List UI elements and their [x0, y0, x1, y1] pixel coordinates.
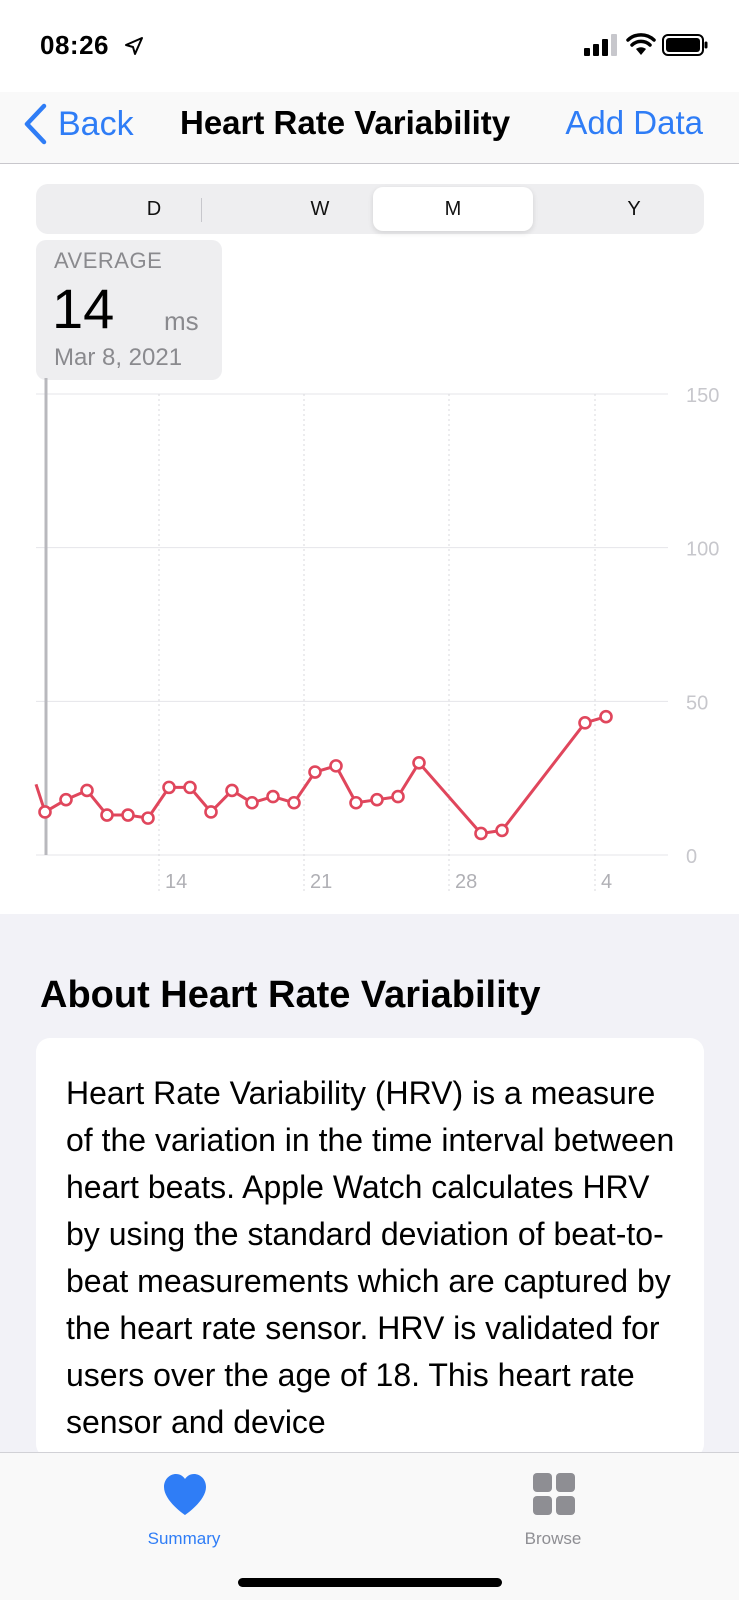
status-bar: 08:26: [0, 0, 739, 92]
data-point: [412, 755, 426, 770]
segment-day[interactable]: D: [146, 197, 162, 220]
average-date: Mar 8, 2021: [54, 344, 183, 371]
chevron-left-icon: [24, 103, 47, 145]
x-tick-label: 28: [455, 871, 477, 893]
about-card: Heart Rate Variability (HRV) is a measur…: [36, 1038, 704, 1458]
data-point: [204, 805, 218, 819]
y-tick-label: 150: [686, 385, 719, 407]
y-tick-label: 100: [686, 539, 719, 561]
data-point: [225, 783, 239, 798]
hrv-line-chart[interactable]: 150 100 50 0 14 21 28 4: [0, 0, 739, 914]
heart-icon: [164, 1474, 206, 1515]
x-tick-label: 4: [601, 871, 612, 893]
data-point: [38, 805, 52, 819]
home-indicator: [238, 1578, 502, 1587]
average-value: 14: [52, 277, 115, 340]
data-point: [287, 795, 301, 810]
segment-divider: [201, 198, 202, 222]
about-section-title: About Heart Rate Variability: [40, 974, 541, 1016]
y-tick-label: 0: [686, 846, 697, 868]
tab-bar: Summary Browse: [0, 1452, 739, 1600]
data-point: [578, 716, 592, 730]
data-point: [162, 780, 176, 795]
x-tick-label: 21: [310, 871, 332, 893]
back-button[interactable]: Back: [22, 102, 134, 146]
data-point: [391, 789, 405, 804]
time-range-segmented-control: D W M Y: [36, 184, 704, 234]
data-point: [495, 823, 509, 838]
segment-year[interactable]: Y: [627, 197, 641, 220]
status-time: 08:26: [40, 30, 109, 60]
data-point: [80, 783, 94, 798]
data-point: [121, 808, 135, 822]
tab-browse[interactable]: Browse: [473, 1467, 633, 1557]
average-callout: AVERAGE 14 ms Mar 8, 2021: [36, 240, 222, 380]
cellular-signal-icon: [584, 34, 617, 56]
segment-month[interactable]: M: [373, 187, 533, 231]
data-point: [266, 789, 280, 804]
data-point: [100, 808, 114, 822]
grid-icon: [533, 1473, 575, 1515]
battery-icon: [662, 34, 708, 56]
data-point: [245, 795, 259, 810]
navigation-bar: Back Heart Rate Variability Add Data: [0, 92, 739, 164]
tab-summary-label: Summary: [147, 1529, 221, 1548]
data-point: [370, 792, 384, 807]
data-point: [183, 780, 197, 795]
data-point: [59, 792, 73, 807]
data-point: [141, 811, 155, 825]
tab-summary[interactable]: Summary: [104, 1467, 264, 1557]
average-unit: ms: [164, 306, 199, 336]
location-arrow-icon: [125, 37, 143, 55]
data-point: [599, 709, 613, 724]
wifi-icon: [626, 33, 656, 55]
data-point: [474, 826, 488, 841]
data-point: [349, 795, 363, 810]
x-tick-label: 14: [165, 871, 187, 893]
average-label: AVERAGE: [54, 248, 163, 273]
add-data-button[interactable]: Add Data: [565, 104, 703, 141]
data-point: [329, 759, 343, 773]
back-label: Back: [58, 104, 134, 143]
tab-browse-label: Browse: [524, 1529, 582, 1548]
segment-week[interactable]: W: [310, 197, 330, 220]
about-description: Heart Rate Variability (HRV) is a measur…: [66, 1075, 675, 1440]
data-point: [308, 765, 322, 779]
y-tick-label: 50: [686, 692, 708, 714]
page-title: Heart Rate Variability: [180, 104, 511, 141]
